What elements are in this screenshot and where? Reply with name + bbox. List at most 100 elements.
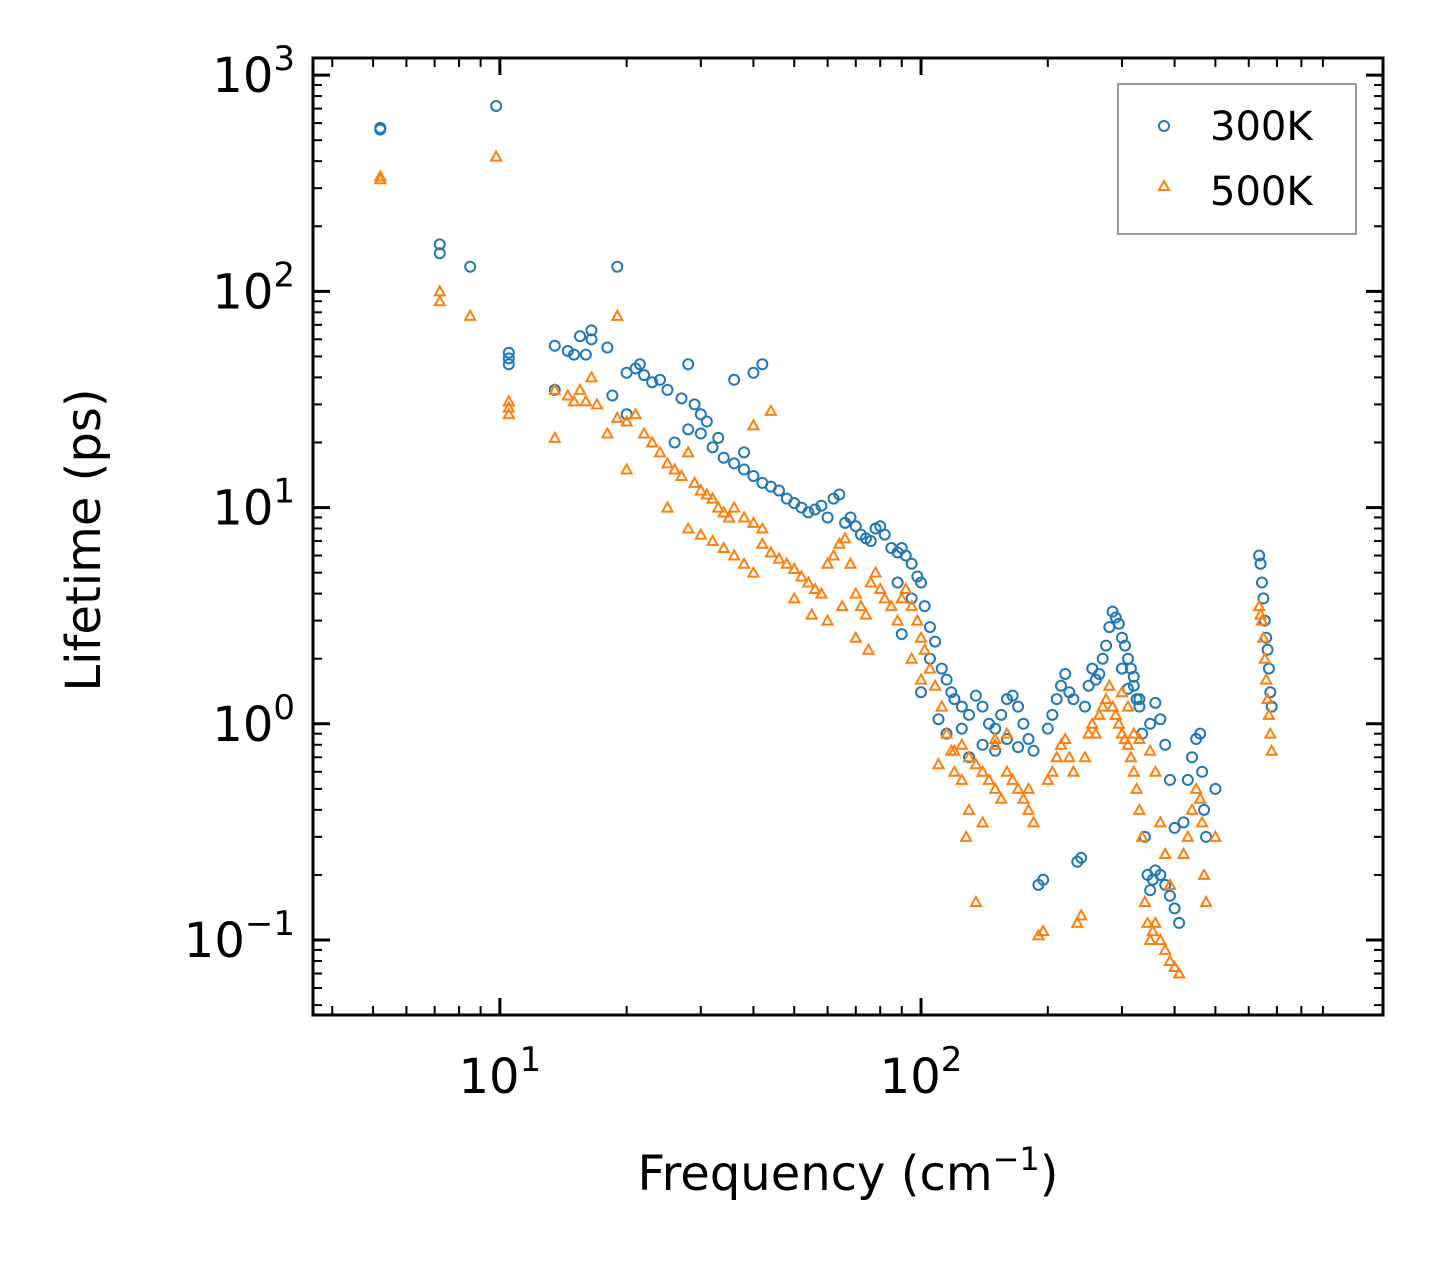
data-point-500K xyxy=(764,545,778,558)
data-point-500K xyxy=(1193,791,1207,804)
data-point-500K xyxy=(843,556,858,569)
data-point-500K xyxy=(717,505,731,518)
data-point-500K xyxy=(1138,894,1152,907)
data-point-300K xyxy=(955,700,968,713)
data-point-300K xyxy=(923,621,936,634)
data-point-500K xyxy=(1021,802,1036,815)
data-point-500K xyxy=(835,599,849,612)
data-point-500K xyxy=(1081,726,1096,739)
data-point-500K xyxy=(373,169,387,182)
data-point-300K xyxy=(579,348,592,361)
data-point-300K xyxy=(808,503,821,516)
data-point-500K xyxy=(1062,750,1077,763)
x-tick-label: 102 xyxy=(880,1040,963,1105)
data-point-300K xyxy=(1027,744,1040,757)
data-point-500K xyxy=(694,483,708,496)
data-point-500K xyxy=(727,500,741,513)
data-point-300K xyxy=(878,528,891,541)
data-point-500K xyxy=(561,388,575,401)
data-point-300K xyxy=(1254,557,1267,570)
data-point-500K xyxy=(808,581,822,595)
data-point-500K xyxy=(1143,743,1157,756)
data-point-300K xyxy=(1096,652,1109,665)
data-point-300K xyxy=(995,708,1008,721)
data-point-500K xyxy=(1127,726,1141,739)
data-point-300K xyxy=(844,511,857,524)
x-major-ticks: 101 102 xyxy=(459,58,963,1105)
data-point-300K xyxy=(1154,713,1167,726)
data-point-500K xyxy=(681,521,695,534)
data-point-500K xyxy=(1000,764,1014,777)
data-point-500K xyxy=(959,829,973,842)
data-point-300K xyxy=(728,373,741,386)
data-point-300K xyxy=(940,673,953,686)
data-point-500K xyxy=(1036,924,1050,937)
data-point-300K xyxy=(1133,700,1146,713)
data-point-500K xyxy=(1129,781,1144,794)
data-point-500K xyxy=(1021,781,1036,794)
data-point-300K xyxy=(802,506,815,519)
data-point-500K xyxy=(820,556,835,569)
data-point-500K xyxy=(619,462,634,475)
legend-marker-500K xyxy=(1157,178,1171,191)
data-point-500K xyxy=(722,510,736,523)
data-point-500K xyxy=(854,599,868,612)
data-point-500K xyxy=(878,591,892,604)
data-point-500K xyxy=(1197,867,1211,880)
data-point-500K xyxy=(859,607,873,620)
data-point-500K xyxy=(660,500,675,513)
data-point-300K xyxy=(891,576,904,589)
data-point-500K xyxy=(1258,651,1272,664)
data-point-300K xyxy=(1209,782,1222,795)
data-point-500K xyxy=(705,491,720,504)
data-point-500K xyxy=(1140,915,1155,928)
data-point-500K xyxy=(645,435,659,448)
data-point-500K xyxy=(1158,846,1172,859)
data-point-500K xyxy=(1143,932,1157,946)
data-point-300K xyxy=(772,484,785,497)
data-point-500K xyxy=(1256,630,1271,643)
data-point-300K xyxy=(561,344,574,357)
data-point-300K xyxy=(1144,717,1157,730)
data-point-300K xyxy=(911,570,924,583)
data-point-500K xyxy=(1011,781,1025,794)
data-point-500K xyxy=(1163,877,1177,890)
data-point-300K xyxy=(611,260,624,273)
data-point-500K xyxy=(1058,731,1072,745)
data-point-500K xyxy=(1135,829,1149,842)
data-point-500K xyxy=(1005,772,1020,785)
data-point-300K xyxy=(1067,693,1080,706)
data-point-500K xyxy=(801,575,816,588)
data-point-300K xyxy=(1133,693,1146,706)
data-point-500K xyxy=(1127,764,1141,777)
data-point-500K xyxy=(1189,781,1203,794)
data-point-300K xyxy=(668,436,681,449)
data-point-500K xyxy=(935,699,949,712)
data-point-500K xyxy=(1121,699,1135,712)
data-point-300K xyxy=(1078,700,1091,713)
data-point-500K xyxy=(1148,764,1163,777)
data-point-300K xyxy=(574,330,587,343)
data-point-500K xyxy=(826,548,841,561)
data-point-500K xyxy=(1016,791,1031,804)
data-point-500K xyxy=(667,462,682,475)
data-point-500K xyxy=(628,407,643,420)
data-point-500K xyxy=(917,642,932,655)
data-point-500K xyxy=(947,743,962,756)
data-point-300K xyxy=(490,99,503,112)
data-point-500K xyxy=(600,426,615,439)
data-point-500K xyxy=(969,894,983,907)
data-point-300K xyxy=(700,415,713,428)
data-point-300K xyxy=(899,549,912,562)
data-point-300K xyxy=(682,423,695,436)
data-point-300K xyxy=(1106,605,1119,618)
data-point-500K xyxy=(1066,764,1081,777)
data-point-500K xyxy=(939,726,954,739)
data-point-300K xyxy=(915,576,928,589)
data-point-300K xyxy=(548,339,561,352)
data-point-300K xyxy=(1149,696,1162,709)
data-point-500K xyxy=(1105,699,1120,712)
data-point-300K xyxy=(1173,916,1186,929)
data-point-500K xyxy=(1260,692,1275,705)
data-point-500K xyxy=(904,651,919,664)
